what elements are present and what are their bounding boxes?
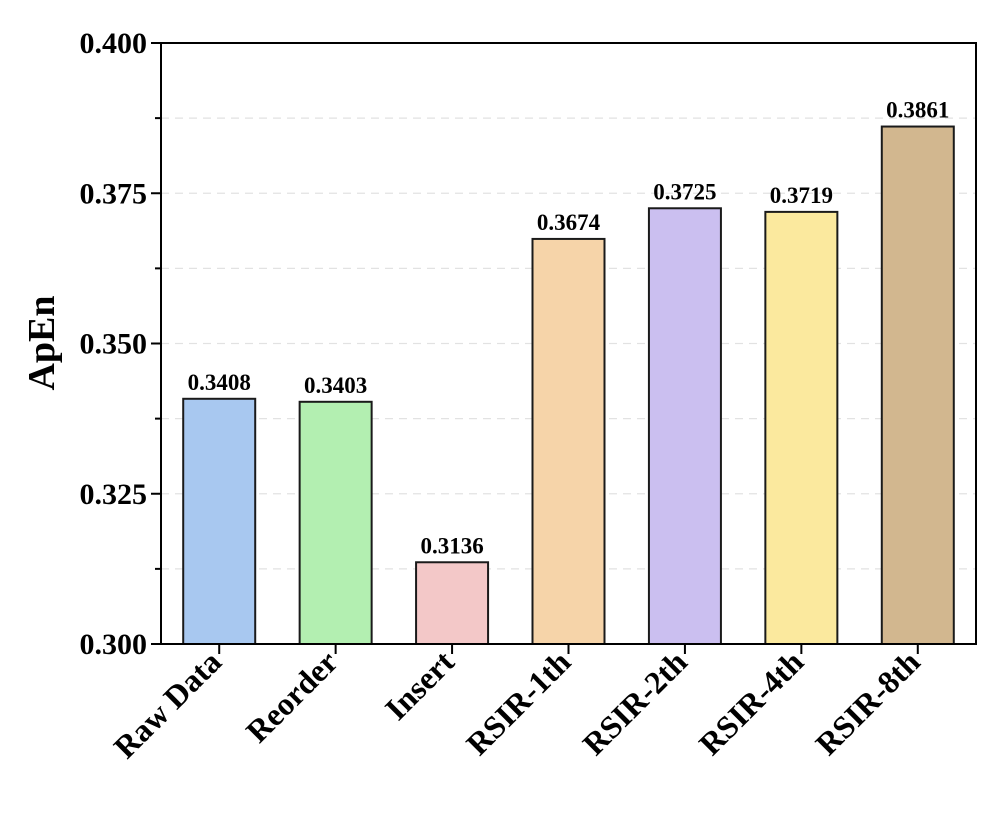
y-tick-label: 0.300 — [80, 628, 148, 661]
data-label: 0.3408 — [188, 370, 251, 395]
bar-rsir-4th — [764, 210, 839, 645]
x-tick-label: RSIR-8th — [808, 643, 927, 762]
x-tick-label: RSIR-2th — [575, 643, 694, 762]
x-tick-label: Raw Data — [107, 643, 229, 765]
bar-rsir-8th — [880, 125, 955, 645]
bar-raw-data — [182, 397, 257, 645]
y-tick-label: 0.375 — [80, 177, 148, 210]
x-tick-label: Insert — [378, 643, 462, 727]
x-tick-label: Reorder — [239, 643, 345, 749]
axes-layer — [151, 42, 977, 654]
data-label: 0.3861 — [886, 98, 949, 123]
y-tick-label: 0.350 — [80, 328, 148, 361]
y-axis-title: ApEn — [21, 295, 63, 390]
data-label: 0.3674 — [537, 210, 601, 235]
data-label: 0.3719 — [770, 183, 833, 208]
data-label: 0.3725 — [653, 179, 716, 204]
bars-layer — [182, 125, 955, 645]
bar-rsir-2th — [647, 207, 722, 645]
bar-insert — [415, 561, 490, 645]
y-tick-label: 0.400 — [80, 27, 148, 60]
bar-rsir-1th — [531, 237, 606, 645]
data-label: 0.3136 — [420, 533, 483, 558]
x-tick-label: RSIR-4th — [692, 643, 811, 762]
x-tick-label: RSIR-1th — [459, 643, 578, 762]
bar-reorder — [298, 400, 373, 645]
y-tick-label: 0.325 — [80, 478, 148, 511]
data-label: 0.3403 — [304, 373, 367, 398]
